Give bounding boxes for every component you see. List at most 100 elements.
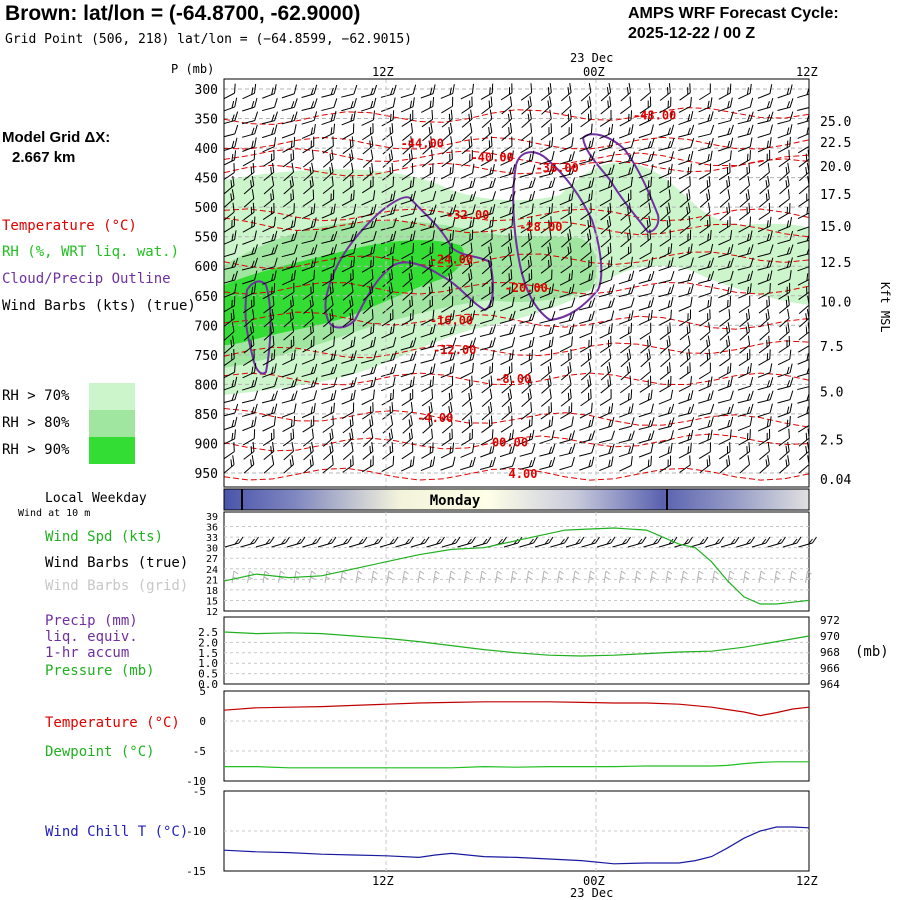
- wind-barb: [797, 226, 809, 232]
- wind-barb-grid: [417, 570, 425, 584]
- wind-barbs-true-label: Wind Barbs (true): [45, 555, 189, 571]
- pressure-tick-label: 300: [195, 83, 218, 98]
- wind-barb: [361, 376, 377, 391]
- wind-barb: [719, 335, 731, 354]
- precip-tick: 2.0: [198, 636, 218, 649]
- dewpoint-label: Dewpoint (°C): [45, 744, 155, 760]
- wind-barb: [361, 190, 376, 206]
- wind-barb: [778, 189, 790, 208]
- wind-barb: [400, 204, 417, 218]
- wind-barb: [243, 162, 255, 181]
- wind-barb-true: [596, 536, 616, 548]
- wind-barb: [342, 295, 354, 315]
- wind-barb: [737, 416, 753, 432]
- wind-barb: [777, 349, 792, 366]
- wind-barb-true: [550, 536, 569, 548]
- wind-barb: [499, 191, 516, 205]
- wind-barb-grid: [805, 570, 812, 584]
- wind-barb: [579, 430, 596, 444]
- wind-barb: [759, 175, 770, 195]
- wind-barb: [540, 255, 552, 274]
- wind-barb: [600, 215, 612, 235]
- wind-barb: [422, 415, 433, 434]
- wind-barb: [461, 282, 473, 301]
- wind-barb: [559, 283, 575, 298]
- wind-barb-grid: [541, 570, 549, 584]
- wind-speed-tick: 24: [206, 565, 218, 576]
- wind-barb: [559, 177, 575, 192]
- wind-barb: [640, 335, 651, 354]
- wind-barb: [242, 97, 258, 112]
- wind-barb: [381, 323, 395, 339]
- wind-barb: [719, 349, 731, 367]
- wind-barb: [281, 111, 298, 125]
- wind-barb: [342, 176, 354, 194]
- wind-barb: [757, 111, 774, 125]
- wind-barb: [738, 363, 752, 379]
- wind-barb: [224, 362, 236, 379]
- wind-barb: [561, 96, 572, 115]
- wind-barb: [678, 296, 693, 312]
- wind-barb: [322, 269, 335, 287]
- wind-barb: [759, 189, 770, 208]
- wind-barb: [757, 270, 773, 285]
- wind-barb: [381, 256, 394, 274]
- wind-barb: [402, 136, 413, 155]
- wind-barb: [263, 175, 275, 195]
- wind-barb: [342, 309, 354, 328]
- wind-barb: [600, 362, 612, 381]
- wind-barb: [242, 403, 258, 417]
- wind-barb: [579, 164, 596, 178]
- wind-barb: [598, 164, 615, 178]
- wind-barb: [678, 257, 694, 271]
- wind-barb: [362, 295, 374, 314]
- wind-barb: [480, 150, 494, 167]
- time-tick-bottom-12z-b: 12Z: [796, 874, 818, 888]
- wind-barb: [659, 83, 671, 101]
- wind-barb: [777, 244, 794, 258]
- wind-barb: [737, 137, 753, 152]
- wind-barb: [382, 415, 394, 434]
- wind-barb: [302, 189, 315, 207]
- wind-barb: [797, 114, 809, 125]
- wind-barb: [283, 162, 295, 182]
- wind-barb: [461, 122, 473, 142]
- wind-barb: [659, 176, 672, 194]
- wind-barb: [362, 415, 374, 434]
- wind-speed-tick: 15: [206, 596, 218, 607]
- wind-barb: [500, 83, 513, 101]
- wind-barb: [757, 390, 774, 404]
- wind-barb: [224, 83, 236, 100]
- wind-barb: [698, 111, 714, 125]
- wind-barb: [421, 376, 435, 393]
- wind-barb: [580, 109, 592, 128]
- pressure-tick-label: 400: [195, 142, 218, 157]
- wind-barb: [440, 191, 457, 205]
- precip-tick: 0.0: [198, 678, 218, 691]
- wind-barb: [737, 390, 754, 404]
- wind-barb: [321, 402, 335, 419]
- wind-barb: [460, 217, 475, 232]
- wind-barb: [381, 97, 396, 112]
- wind-barb: [698, 137, 714, 152]
- wind-barb: [718, 442, 731, 460]
- wind-barb: [738, 296, 751, 314]
- wind-barb: [559, 137, 574, 153]
- pressure-tick: 968: [820, 646, 840, 659]
- wind-barb: [618, 430, 635, 444]
- wind-barb: [224, 124, 239, 138]
- wind-barb: [243, 296, 255, 314]
- wind-barb: [420, 323, 436, 338]
- wind-barb: [600, 375, 612, 394]
- wind-barb: [421, 97, 435, 113]
- wind-barb: [580, 388, 592, 407]
- wind-barb: [519, 150, 535, 166]
- wind-speed-tick: 30: [206, 544, 218, 555]
- temp-contour-label: -32.00: [446, 208, 489, 222]
- wind-barb: [638, 309, 653, 326]
- height-tick-label: 25.0: [820, 115, 851, 130]
- wind-barb: [579, 190, 593, 206]
- temp-contour-label: -28.00: [519, 220, 562, 234]
- wind-barb: [699, 202, 711, 221]
- wind-barb: [401, 176, 415, 193]
